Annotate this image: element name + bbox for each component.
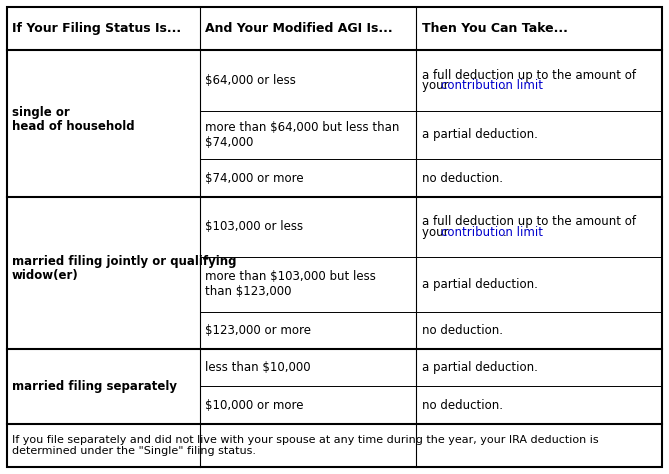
Text: widow(er): widow(er) [12,269,79,282]
Text: $103,000 or less: $103,000 or less [205,220,304,233]
Text: less than $10,000: less than $10,000 [205,361,311,374]
Text: no deduction.: no deduction. [422,399,503,411]
Text: And Your Modified AGI Is...: And Your Modified AGI Is... [205,22,393,35]
Text: head of household: head of household [12,120,134,133]
Text: $74,000 or more: $74,000 or more [205,172,304,184]
Text: married filing jointly or qualifying: married filing jointly or qualifying [12,255,237,268]
Text: Then You Can Take...: Then You Can Take... [422,22,568,35]
Text: a partial deduction.: a partial deduction. [422,278,538,291]
Text: a full deduction up to the amount of: a full deduction up to the amount of [422,69,636,82]
Text: your: your [422,226,452,238]
Text: married filing separately: married filing separately [12,380,177,393]
Text: no deduction.: no deduction. [422,172,503,184]
Text: single or: single or [12,106,70,119]
Text: contribution limit: contribution limit [441,226,543,238]
Text: If you file separately and did not live with your spouse at any time during the : If you file separately and did not live … [12,435,599,456]
Text: a partial deduction.: a partial deduction. [422,361,538,374]
Text: $10,000 or more: $10,000 or more [205,399,304,411]
Text: no deduction.: no deduction. [422,324,503,337]
Text: a partial deduction.: a partial deduction. [422,128,538,141]
Text: $123,000 or more: $123,000 or more [205,324,312,337]
Text: more than $64,000 but less than
$74,000: more than $64,000 but less than $74,000 [205,121,400,149]
Text: .: . [503,226,506,238]
Text: If Your Filing Status Is...: If Your Filing Status Is... [12,22,181,35]
Text: .: . [503,79,506,92]
Text: $64,000 or less: $64,000 or less [205,74,296,87]
Text: contribution limit: contribution limit [441,79,543,92]
Text: more than $103,000 but less
than $123,000: more than $103,000 but less than $123,00… [205,270,377,299]
Text: a full deduction up to the amount of: a full deduction up to the amount of [422,215,636,228]
Text: your: your [422,79,452,92]
